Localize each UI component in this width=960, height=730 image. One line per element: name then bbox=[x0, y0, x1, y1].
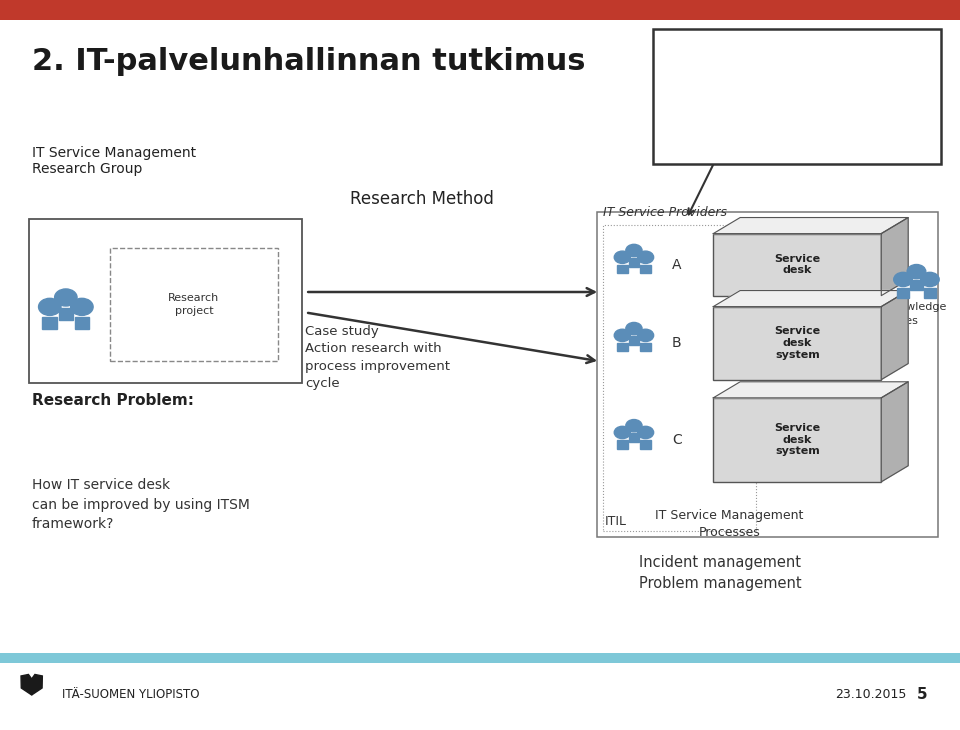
Polygon shape bbox=[21, 675, 36, 695]
Text: 2. IT-palvelunhallinnan tutkimus: 2. IT-palvelunhallinnan tutkimus bbox=[32, 47, 586, 77]
Text: C: C bbox=[672, 433, 682, 447]
Circle shape bbox=[921, 272, 939, 287]
Text: Standards,
frameworks,
organizational
practices: Standards, frameworks, organizational pr… bbox=[753, 62, 841, 131]
Text: Case study
Action research with
process improvement
cycle: Case study Action research with process … bbox=[305, 325, 450, 391]
Circle shape bbox=[637, 329, 654, 342]
FancyArrow shape bbox=[910, 280, 923, 290]
Polygon shape bbox=[881, 218, 908, 296]
Polygon shape bbox=[713, 291, 908, 307]
Text: ITÄ-SUOMEN YLIOPISTO: ITÄ-SUOMEN YLIOPISTO bbox=[62, 688, 200, 702]
FancyArrow shape bbox=[617, 265, 628, 273]
Bar bbox=[0, 653, 960, 663]
Text: Incident management
Problem management: Incident management Problem management bbox=[638, 555, 802, 591]
Text: Service
desk: Service desk bbox=[774, 254, 821, 275]
Bar bbox=[110, 248, 278, 361]
FancyBboxPatch shape bbox=[653, 29, 941, 164]
Bar bbox=[0, 0, 960, 20]
Text: ITIL: ITIL bbox=[605, 515, 627, 528]
FancyArrow shape bbox=[640, 265, 651, 273]
Circle shape bbox=[907, 264, 925, 279]
FancyArrow shape bbox=[897, 288, 909, 298]
Circle shape bbox=[614, 251, 631, 264]
Bar bbox=[713, 307, 881, 380]
Circle shape bbox=[637, 426, 654, 439]
Text: 5: 5 bbox=[917, 688, 927, 702]
Text: Research Method: Research Method bbox=[350, 190, 494, 208]
FancyArrow shape bbox=[59, 308, 73, 320]
Polygon shape bbox=[713, 382, 908, 398]
Polygon shape bbox=[713, 218, 908, 234]
Text: IT Service Providers: IT Service Providers bbox=[603, 206, 727, 219]
FancyArrow shape bbox=[924, 288, 936, 298]
Circle shape bbox=[637, 251, 654, 264]
Circle shape bbox=[626, 323, 642, 335]
Text: Research
project: Research project bbox=[168, 293, 220, 316]
Circle shape bbox=[894, 272, 912, 287]
Bar bbox=[713, 398, 881, 482]
Circle shape bbox=[614, 329, 631, 342]
Text: Research Problem:: Research Problem: bbox=[32, 393, 194, 408]
Text: IT Service Management
Processes: IT Service Management Processes bbox=[656, 509, 804, 539]
Bar bbox=[29, 219, 302, 383]
Text: IT Service Management
Research Group: IT Service Management Research Group bbox=[32, 146, 196, 176]
FancyArrow shape bbox=[640, 440, 651, 448]
Bar bbox=[597, 212, 938, 537]
Bar bbox=[603, 225, 756, 531]
Text: A: A bbox=[672, 258, 682, 272]
FancyArrow shape bbox=[42, 317, 57, 329]
Bar bbox=[713, 234, 881, 296]
Circle shape bbox=[614, 426, 631, 439]
FancyArrow shape bbox=[617, 343, 628, 351]
Circle shape bbox=[626, 420, 642, 432]
Polygon shape bbox=[881, 291, 908, 380]
Polygon shape bbox=[27, 675, 42, 695]
Circle shape bbox=[626, 245, 642, 257]
Text: How IT service desk
can be improved by using ITSM
framework?: How IT service desk can be improved by u… bbox=[32, 478, 250, 531]
Circle shape bbox=[55, 289, 77, 306]
FancyArrow shape bbox=[617, 440, 628, 448]
FancyArrow shape bbox=[629, 336, 639, 345]
FancyArrow shape bbox=[629, 258, 639, 266]
Text: 23.10.2015: 23.10.2015 bbox=[835, 688, 906, 702]
Circle shape bbox=[38, 299, 61, 315]
FancyArrow shape bbox=[75, 317, 89, 329]
Text: B: B bbox=[672, 336, 682, 350]
Text: Service
desk
system: Service desk system bbox=[774, 423, 821, 456]
FancyArrow shape bbox=[629, 433, 639, 442]
Circle shape bbox=[71, 299, 93, 315]
FancyArrow shape bbox=[640, 343, 651, 351]
Text: Service
desk
system: Service desk system bbox=[774, 326, 821, 360]
Text: Knowledge
Bases: Knowledge Bases bbox=[886, 302, 948, 326]
Polygon shape bbox=[881, 382, 908, 482]
